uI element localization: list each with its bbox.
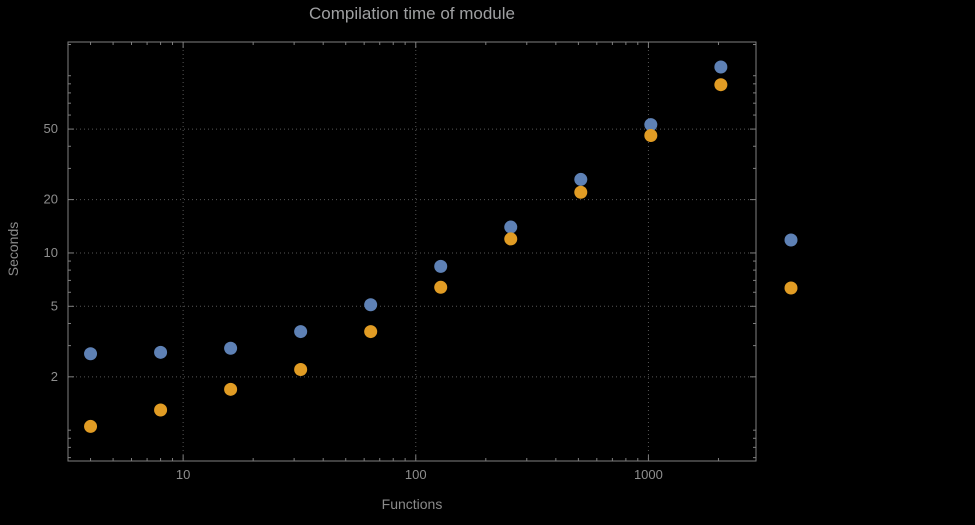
data-point-series-1 (364, 298, 378, 312)
legend-marker-series-2 (784, 281, 798, 295)
data-point-series-2 (714, 78, 728, 92)
data-point-series-1 (154, 345, 168, 359)
data-point-series-2 (154, 403, 168, 417)
data-point-series-1 (714, 60, 728, 74)
y-tick-label: 50 (44, 121, 58, 136)
chart-title: Compilation time of module (309, 4, 515, 23)
y-axis-label: Seconds (5, 221, 21, 277)
x-tick-label: 1000 (634, 467, 663, 482)
y-tick-label: 10 (44, 245, 58, 260)
data-point-series-2 (644, 128, 658, 142)
data-point-series-2 (574, 185, 588, 199)
y-tick-label: 20 (44, 192, 58, 207)
data-point-series-2 (434, 280, 448, 294)
y-tick-label: 2 (51, 369, 58, 384)
x-axis-label: Functions (381, 496, 443, 512)
data-point-series-2 (364, 325, 378, 339)
data-point-series-1 (84, 347, 98, 361)
legend-marker-series-1 (784, 233, 798, 247)
data-point-series-2 (224, 382, 238, 396)
data-point-series-1 (504, 220, 518, 234)
data-point-series-1 (294, 325, 308, 339)
plot-frame (67, 41, 757, 462)
data-point-series-1 (224, 341, 238, 355)
data-point-series-2 (84, 419, 98, 433)
data-point-series-1 (434, 259, 448, 273)
data-point-series-1 (574, 172, 588, 186)
x-tick-label: 10 (176, 467, 190, 482)
data-point-series-1 (644, 118, 658, 132)
data-point-series-2 (504, 232, 518, 246)
y-tick-label: 5 (51, 298, 58, 313)
x-tick-label: 100 (405, 467, 427, 482)
data-point-series-2 (294, 362, 308, 376)
